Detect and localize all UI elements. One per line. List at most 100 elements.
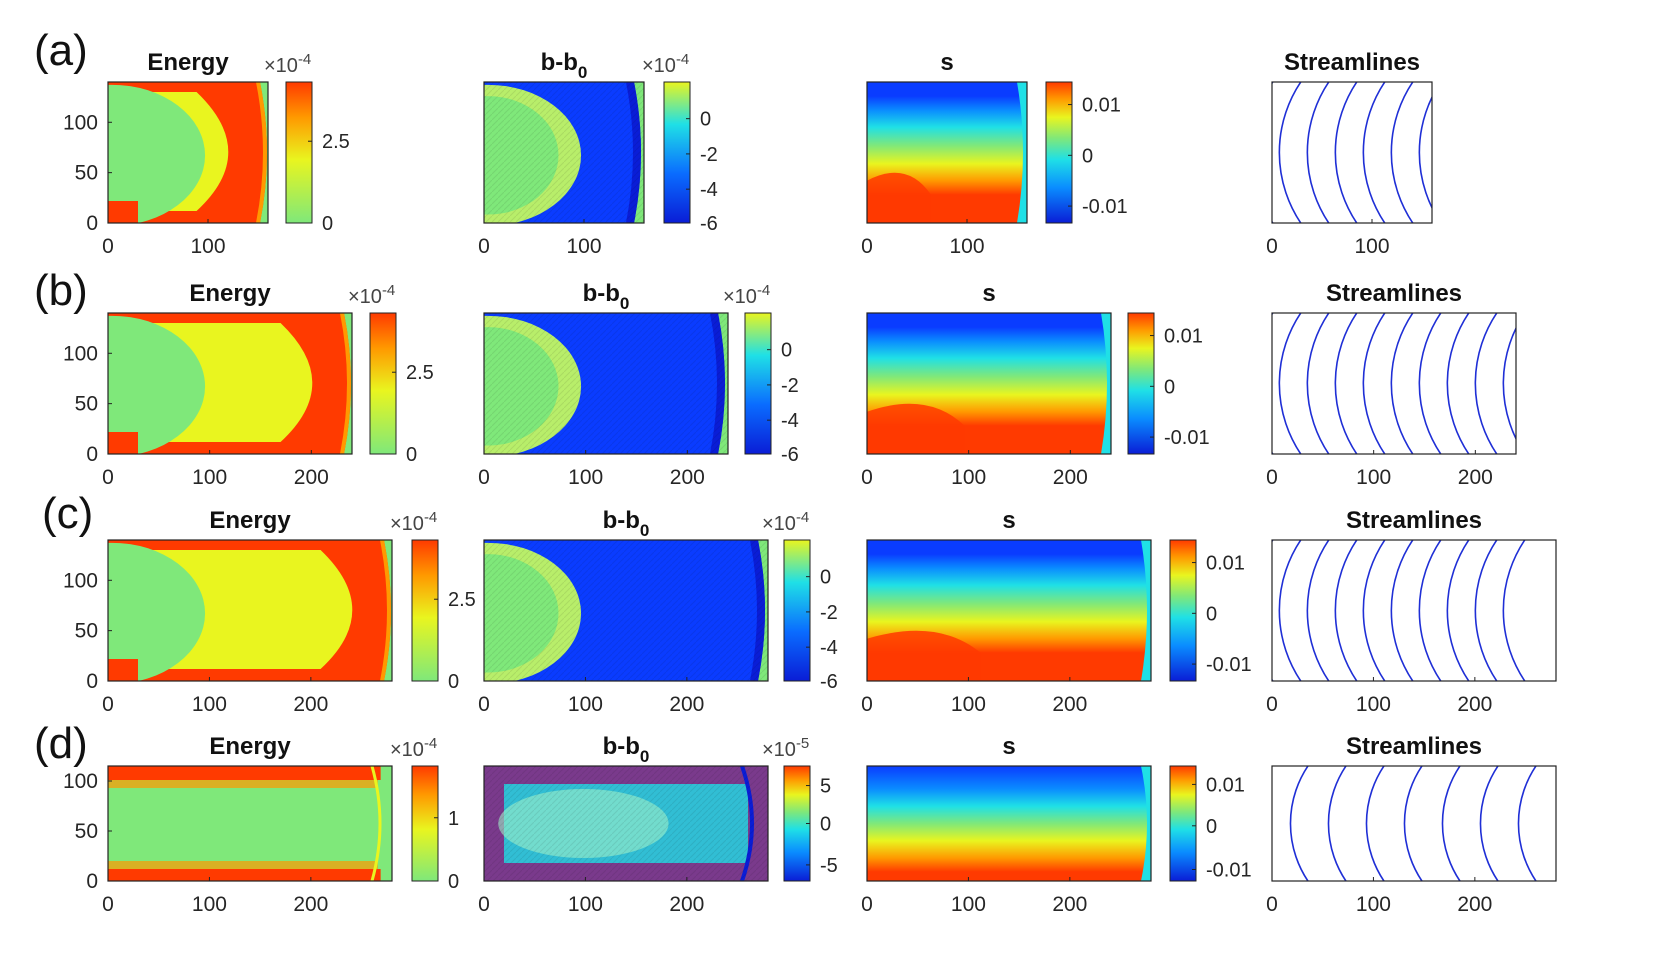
colorbar-tick-label: 0 [322,213,333,235]
colorbar-tick-label: 0 [1206,603,1217,625]
colorbar: 0.01 0 -0.01 [1127,312,1210,455]
right-edge [1101,313,1111,454]
subplot: Energy 0 100 200 0 50 100 1 0 ×10-4 [63,733,459,916]
axes-box [483,81,645,224]
colorbar-tick-label: -0.01 [1206,654,1252,676]
colorbar: 2.5 0 ×10-4 [390,509,476,693]
subplot-title: Energy [147,49,229,76]
panel-image [484,313,728,454]
axes-box [866,765,1152,882]
scale-exponent: -4 [676,51,689,68]
colorbar-tick-label: -0.01 [1206,860,1252,882]
colorbar-scale: ×10-4 [348,282,395,308]
subplot-title: Energy [209,507,291,534]
streamline [1475,78,1499,227]
x-tick-label: 100 [568,893,603,916]
title-subscript: 0 [620,294,629,313]
scale-exponent: -4 [382,282,395,299]
scale-base: ×10 [264,55,298,77]
right-edge [1141,540,1151,681]
subplot-title: s [940,49,953,76]
streamline [1418,540,1442,681]
colorbar-tick-label: -4 [820,637,838,659]
front-arc [380,540,391,681]
colorbar: 0.01 0 -0.01 [1045,81,1128,224]
hatch [484,540,768,681]
colorbar-scale: ×10-4 [723,282,770,308]
wake-disc [108,84,206,223]
subplot-title: Energy [189,280,271,307]
colorbar-gradient [744,312,772,455]
x-tick-label: 0 [102,466,114,489]
axes-box [483,539,769,682]
x-tick-label: 100 [949,235,984,258]
colorbar-gradient [1045,81,1073,224]
x-tick-label: 0 [478,693,490,716]
subplot-title: b-b0 [603,733,650,766]
streamline [1390,313,1414,454]
x-tick-label: 100 [192,466,227,489]
scale-base: ×10 [390,739,424,761]
streamline [1474,540,1498,681]
subplot-title: Streamlines [1326,280,1462,307]
right-green [260,82,268,223]
colorbar-tick-label: -2 [820,602,838,624]
colorbar-scale: ×10-4 [390,735,437,761]
scale-exponent: -4 [424,509,437,526]
corner-red [108,659,138,681]
streamline [1365,766,1385,881]
colorbar: 2.5 0 ×10-4 [348,282,434,466]
streamline [1278,540,1302,681]
colorbar-gradient [369,312,397,455]
colorbar-gradient [783,539,811,682]
streamline [1223,309,1247,458]
x-tick-label: 200 [293,893,328,916]
left-red-lobe [867,630,981,681]
colorbar-tick-label: 0 [406,444,417,466]
front-arc [340,313,351,454]
top-edge [108,780,378,788]
x-tick-label: 100 [568,693,603,716]
colorbar-tick-label: -2 [700,144,718,166]
panel-image [1272,540,1556,681]
y-tick-label: 0 [86,212,98,235]
y-tick-label: 100 [63,569,98,592]
scale-base: ×10 [642,55,676,77]
y-tick-label: 50 [75,162,98,185]
streamline [1306,313,1330,454]
title-subscript: 0 [578,63,587,82]
panel-image [108,313,352,454]
streamline [1517,766,1537,881]
colorbar-tick-label: -2 [781,375,799,397]
panel-image [108,540,392,681]
x-tick-label: 0 [478,893,490,916]
colorbar-gradient [663,81,691,224]
streamline [1362,82,1386,223]
colorbar-gradient [411,765,439,882]
x-tick-label: 100 [190,235,225,258]
axes-box [1271,81,1433,224]
x-tick-label: 100 [951,893,986,916]
x-tick-label: 200 [1458,466,1493,489]
x-tick-label: 200 [669,893,704,916]
colorbar-scale: ×10-4 [390,509,437,535]
scale-exponent: -4 [796,509,809,526]
streamline [1334,82,1358,223]
colorbar-tick-label: -6 [700,213,718,235]
x-tick-label: 200 [293,693,328,716]
axes-box [1271,312,1517,455]
colorbar-tick-label: 2.5 [448,589,476,611]
colorbar: 0.01 0 -0.01 [1169,539,1252,682]
x-tick-label: 200 [669,693,704,716]
axes-box [107,765,393,882]
colorbar-scale: ×10-4 [264,51,311,77]
x-tick-label: 100 [566,235,601,258]
title-subscript: 0 [640,521,649,540]
x-tick-label: 200 [1052,893,1087,916]
colorbar-tick-label: 0 [1164,376,1175,398]
subplot-title: Streamlines [1346,507,1482,534]
axes-box [483,765,769,882]
row-label: (c) [42,489,93,538]
